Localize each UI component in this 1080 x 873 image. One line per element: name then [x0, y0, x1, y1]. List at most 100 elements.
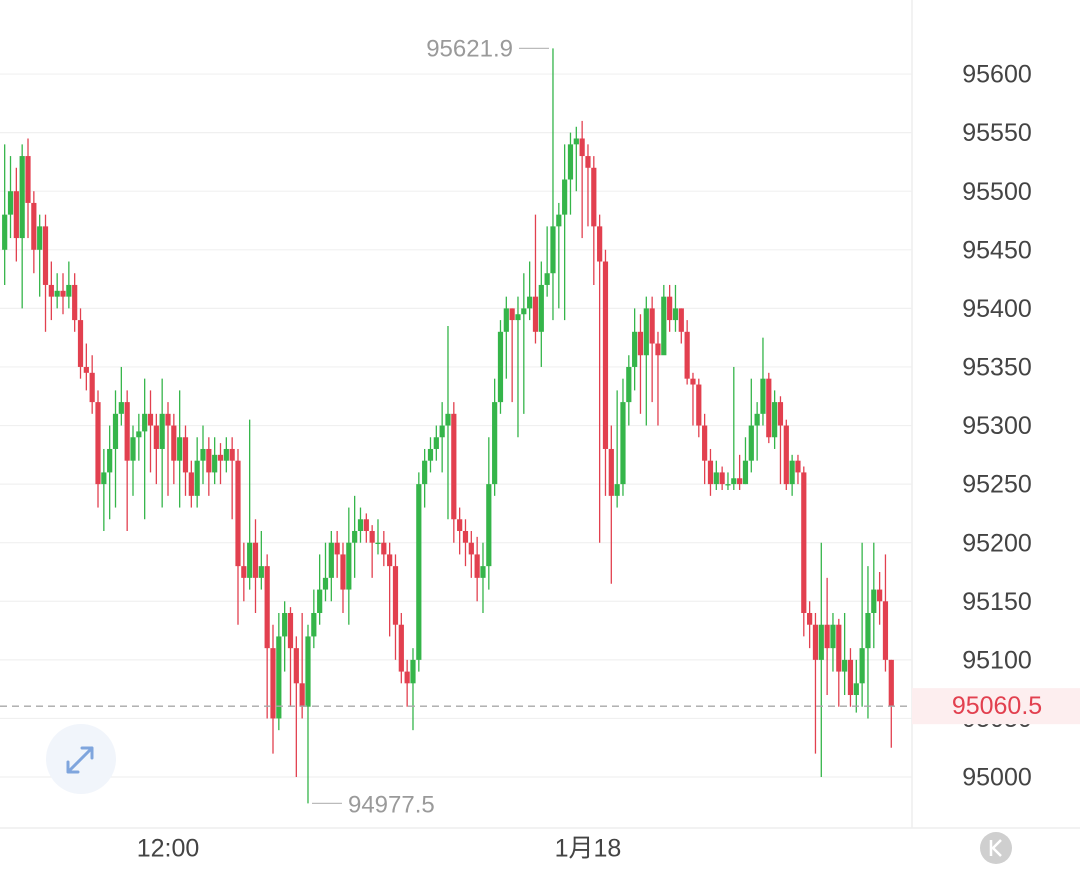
candle-body [486, 484, 492, 567]
candle-body [334, 542, 340, 555]
candle-body [206, 448, 212, 473]
candle-body [509, 308, 515, 321]
candle-body [182, 437, 189, 473]
candle-body [293, 648, 299, 684]
candle-body [567, 144, 574, 180]
candle-body [130, 437, 136, 461]
y-tick-label: 95200 [962, 529, 1032, 557]
candle-body [42, 226, 49, 285]
candle-body [136, 431, 142, 438]
candle-body [346, 542, 352, 590]
candle-body [684, 331, 690, 379]
candle-body [550, 226, 556, 274]
candle-body [177, 437, 183, 461]
candle-body [608, 448, 614, 496]
candle-body [474, 554, 480, 578]
candle-body [678, 308, 684, 332]
y-tick-label: 95300 [962, 412, 1032, 440]
candle-body [871, 589, 877, 614]
candle-body [311, 613, 317, 637]
candle-body [853, 683, 859, 696]
grid [0, 73, 912, 778]
candle-body [766, 378, 772, 438]
candle-body [836, 624, 842, 672]
candle-body [229, 448, 235, 461]
candle-body [159, 413, 165, 449]
y-tick-label: 95450 [962, 236, 1032, 264]
candle-body [37, 226, 43, 250]
candle-body [667, 296, 673, 321]
candle-body [544, 273, 550, 285]
last-price-label: 95060.5 [952, 692, 1042, 720]
candle-body [392, 566, 399, 625]
candle-body [340, 554, 346, 590]
candle-body [153, 425, 159, 449]
candle-body [538, 284, 544, 332]
candle-body [492, 402, 498, 485]
candle-body [696, 384, 702, 426]
candle-body [462, 530, 469, 543]
candle-body [422, 460, 428, 485]
y-tick-label: 95000 [962, 764, 1032, 792]
candle-body [521, 308, 527, 315]
candle-body [532, 296, 539, 332]
candle-body [19, 156, 25, 239]
candle-body [89, 372, 95, 403]
candle-body [707, 460, 714, 485]
candle-body [282, 613, 288, 637]
expand-button[interactable] [46, 724, 116, 794]
y-tick-label: 95550 [962, 119, 1032, 147]
candle-body [585, 156, 591, 168]
candle-body [276, 636, 282, 719]
candle-body [25, 156, 31, 203]
candle-body [124, 402, 130, 461]
candle-body [562, 179, 568, 215]
candle-body [270, 648, 276, 719]
k-button[interactable] [980, 832, 1012, 864]
y-tick-label: 95600 [962, 61, 1032, 89]
candle-body [171, 425, 177, 461]
candle-body [299, 683, 305, 707]
candle-body [363, 519, 369, 531]
last-price-tag [912, 688, 1080, 725]
candle-body [252, 542, 259, 578]
candle-body [556, 214, 562, 227]
candle-body [107, 448, 113, 473]
high-label: 95621.9 [426, 36, 513, 63]
candle-body [445, 413, 451, 426]
candle-body [649, 308, 655, 344]
candle-body [859, 648, 865, 684]
candle-body [807, 613, 813, 625]
candle-body [527, 296, 533, 309]
y-tick-label: 95500 [962, 178, 1032, 206]
candle-body [643, 308, 649, 356]
candle-body [824, 624, 830, 649]
x-tick-label: 1月18 [555, 835, 622, 863]
y-tick-label: 95400 [962, 295, 1032, 323]
y-tick-label: 95150 [962, 588, 1032, 616]
candle-body [783, 425, 789, 485]
candle-body [287, 613, 294, 649]
candle-body [142, 413, 148, 432]
candle-body [305, 636, 311, 707]
candle-body [742, 460, 749, 485]
candle-body [77, 320, 84, 367]
candle-body [719, 472, 725, 485]
candle-body [212, 454, 218, 473]
candle-body [702, 425, 708, 461]
candle-body [614, 484, 620, 496]
candle-body [731, 478, 737, 485]
candle-body [95, 402, 101, 485]
candle-body [118, 402, 124, 414]
candle-body [480, 566, 486, 578]
candle-body [264, 566, 270, 649]
candle-body [760, 378, 766, 414]
candle-body [661, 296, 667, 356]
candle-body [451, 413, 457, 520]
candle-body [888, 659, 894, 707]
candle-body [381, 542, 387, 555]
candle-body [322, 577, 329, 590]
candle-body [112, 413, 119, 449]
candle-body [737, 478, 743, 485]
candle-body [591, 167, 597, 227]
